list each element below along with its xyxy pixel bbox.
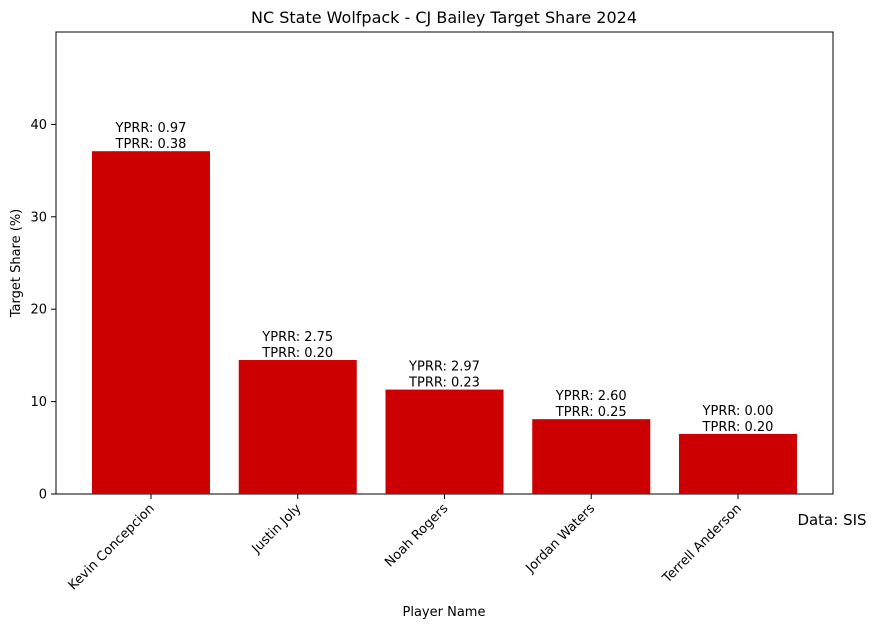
data-source-note: Data: SIS [797, 511, 866, 529]
bar [238, 360, 357, 494]
x-tick-label: Terrell Anderson [659, 501, 745, 587]
y-axis-label: Target Share (%) [9, 209, 24, 319]
bar-annotation: TPRR: 0.20 [261, 346, 333, 361]
y-tick-label: 10 [30, 395, 47, 410]
bar [385, 389, 504, 494]
bar-annotation: YPRR: 2.97 [408, 360, 480, 375]
bar-annotation: YPRR: 0.97 [115, 121, 187, 136]
x-tick-label: Noah Rogers [382, 501, 451, 570]
y-axis-ticks: 0 10 20 30 40 [30, 118, 56, 503]
x-tick-label: Kevin Concepcion [66, 501, 158, 593]
bar-annotation: TPRR: 0.23 [408, 376, 480, 391]
bar-annotation: YPRR: 2.75 [261, 330, 333, 345]
y-tick-label: 20 [30, 303, 47, 318]
x-tick-label: Justin Joly [249, 501, 305, 557]
bar-annotation: YPRR: 2.60 [555, 389, 627, 404]
bar [532, 419, 651, 494]
y-tick-label: 0 [39, 488, 47, 503]
y-tick-label: 30 [30, 210, 47, 225]
x-tick-label: Jordan Waters [523, 501, 599, 577]
chart-title: NC State Wolfpack - CJ Bailey Target Sha… [251, 8, 637, 27]
x-axis-ticks: Kevin Concepcion Justin Joly Noah Rogers Jo… [66, 494, 745, 593]
x-axis-label: Player Name [403, 605, 486, 620]
bar-annotation: TPRR: 0.38 [115, 137, 187, 152]
y-tick-label: 40 [30, 118, 47, 133]
bar-annotation: TPRR: 0.20 [702, 420, 774, 435]
bars-group [92, 151, 797, 495]
bar [679, 433, 797, 494]
bar-annotation: TPRR: 0.25 [555, 405, 627, 420]
bar-annotation: YPRR: 0.00 [702, 404, 774, 419]
bar [92, 151, 210, 495]
